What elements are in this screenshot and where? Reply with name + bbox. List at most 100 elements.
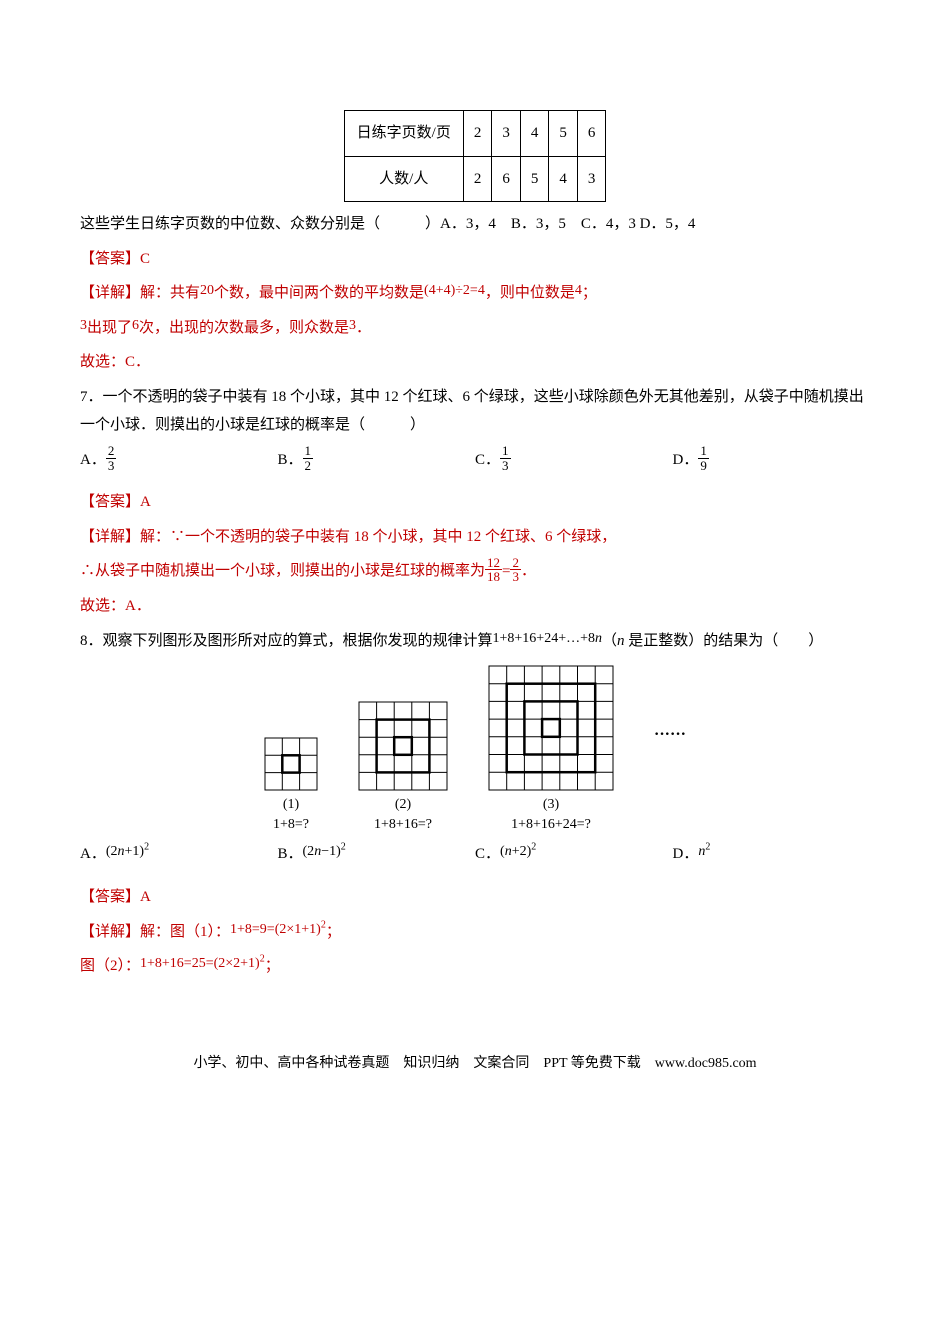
text: 图（2）： [80, 958, 140, 974]
sup: 2 [341, 842, 346, 853]
den: 18 [485, 570, 502, 584]
den: 3 [510, 570, 521, 584]
den: 3 [106, 459, 117, 473]
text: （ [602, 633, 617, 649]
expr: 1+8=9=(2×1+1) [230, 922, 321, 937]
q8-answer: 【答案】A [80, 883, 870, 912]
text: 1+8+16+24+…+8 [493, 631, 595, 646]
q6-answer: 【答案】C [80, 245, 870, 274]
num: 1 [303, 444, 314, 459]
q8-options: A．(2n+1)2 B．(2n−1)2 C．(n+2)2 D．n2 [80, 840, 870, 869]
q7-answer: 【答案】A [80, 488, 870, 517]
text: ，则中位数是 [485, 285, 575, 301]
q7-select: 故选：A． [80, 592, 870, 621]
grid-icon [264, 737, 318, 791]
option-b: B．12 [278, 446, 476, 475]
figure-1: (1)1+8=? [264, 737, 318, 834]
q7-stem: 7．一个不透明的袋子中装有 18 个小球，其中 12 个红球、6 个绿球，这些小… [80, 383, 870, 440]
q6-detail-1: 【详解】解：共有20个数，最中间两个数的平均数是(4+4)÷2=4，则中位数是4… [80, 279, 870, 308]
q7-options: A．23 B．12 C．13 D．19 [80, 446, 870, 475]
cell: 2 [463, 111, 492, 157]
sup: 2 [260, 954, 265, 965]
num: 20 [200, 283, 214, 298]
ellipsis: ······ [654, 720, 686, 780]
label: D． [673, 846, 699, 862]
figure-caption: (3) 1+8+16+24=? [488, 795, 614, 834]
den: 2 [303, 459, 314, 473]
label: A． [80, 452, 106, 468]
expr: 1+8+16+24+…+8n [493, 631, 602, 646]
cell: 3 [577, 156, 606, 202]
label: C． [475, 452, 500, 468]
num: 4 [575, 283, 582, 298]
q8-detail-2: 图（2）：1+8+16=25=(2×2+1)2； [80, 952, 870, 981]
table-row: 人数/人 2 6 5 4 3 [344, 156, 606, 202]
q8-detail-1: 【详解】解：图（1）：1+8=9=(2×1+1)2； [80, 918, 870, 947]
num: 1 [500, 444, 511, 459]
cell: 5 [520, 156, 549, 202]
n: n [617, 633, 625, 649]
num: 1 [698, 444, 709, 459]
q7-detail-2: ∴从袋子中随机摸出一个小球，则摸出的小球是红球的概率为1218=23． [80, 557, 870, 586]
figure-2: (2)1+8+16=? [358, 701, 448, 834]
option-c: C．(n+2)2 [475, 840, 673, 869]
option-a: A．23 [80, 446, 278, 475]
text: ； [582, 285, 597, 301]
figure-caption: (1)1+8=? [264, 795, 318, 834]
eq: = [502, 564, 510, 580]
q6-stem: 这些学生日练字页数的中位数、众数分别是（ ）A．3，4 B．3，5 C．4，3 … [80, 210, 870, 239]
cap: (3) [543, 797, 559, 812]
n: n [595, 631, 602, 646]
n: n [118, 844, 125, 859]
cell: 5 [549, 111, 578, 157]
frequency-table: 日练字页数/页 2 3 4 5 6 人数/人 2 6 5 4 3 [344, 110, 607, 202]
den: 3 [500, 459, 511, 473]
cap: 1+8+16+24=? [511, 817, 591, 832]
dot: ． [521, 563, 536, 579]
text: 个数，最中间两个数的平均数是 [214, 285, 424, 301]
num: 2 [106, 444, 117, 459]
q7-detail-1: 【详解】解：∵一个不透明的袋子中装有 18 个小球，其中 12 个红球、6 个绿… [80, 523, 870, 552]
num: 2 [510, 556, 521, 571]
semi: ； [265, 958, 280, 974]
label: C． [475, 846, 500, 862]
text: 8．观察下列图形及图形所对应的算式，根据你发现的规律计算 [80, 633, 493, 649]
text: 【详解】解：图（1）： [80, 924, 230, 940]
text: 是正整数）的结果为（ ） [625, 633, 824, 649]
num: 3 [349, 318, 356, 333]
cap: (1) [283, 797, 299, 812]
q6-detail-2: 3出现了6次，出现的次数最多，则众数是3． [80, 314, 870, 343]
option-d: D．19 [673, 446, 871, 475]
q6-select: 故选：C． [80, 348, 870, 377]
label: A． [80, 846, 106, 862]
text: 次，出现的次数最多，则众数是 [139, 320, 349, 336]
q8-stem: 8．观察下列图形及图形所对应的算式，根据你发现的规律计算1+8+16+24+…+… [80, 627, 870, 656]
cell: 3 [492, 111, 521, 157]
t: +1) [125, 844, 145, 859]
text: 【详解】解：共有 [80, 285, 200, 301]
cell: 6 [577, 111, 606, 157]
t: −1) [321, 844, 341, 859]
figure-3: (3) 1+8+16+24=? [488, 665, 614, 834]
num: 12 [485, 556, 502, 571]
text: 出现了 [87, 320, 132, 336]
sup: 2 [531, 842, 536, 853]
cell: 4 [549, 156, 578, 202]
sup: 2 [705, 842, 710, 853]
cell: 6 [492, 156, 521, 202]
semi: ； [326, 924, 341, 940]
cell: 人数/人 [344, 156, 463, 202]
option-c: C．13 [475, 446, 673, 475]
t: +2) [512, 844, 532, 859]
sup: 2 [321, 919, 326, 930]
cell: 4 [520, 111, 549, 157]
cell: 2 [463, 156, 492, 202]
text: ． [356, 320, 371, 336]
option-b: B．(2n−1)2 [278, 840, 476, 869]
label: B． [278, 452, 303, 468]
num: 6 [132, 318, 139, 333]
num: 3 [80, 318, 87, 333]
table-row: 日练字页数/页 2 3 4 5 6 [344, 111, 606, 157]
cap: (2) [395, 797, 411, 812]
expr: (4+4)÷2=4 [424, 283, 485, 298]
